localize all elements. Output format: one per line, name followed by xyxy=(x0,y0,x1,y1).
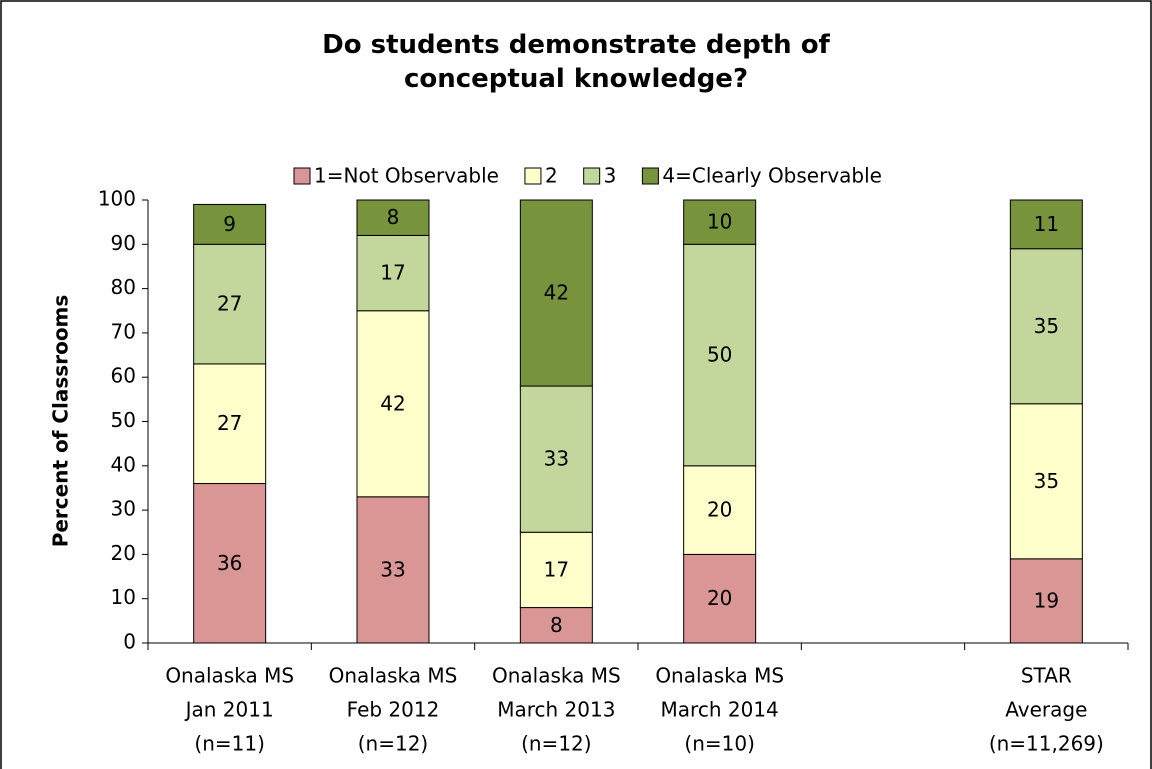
bar-segment xyxy=(356,234,430,312)
chart-title: Do students demonstrate depth of concept… xyxy=(322,30,830,94)
data-label: 17 xyxy=(544,557,569,581)
x-tick-label: March 2014 xyxy=(661,698,779,722)
x-tick-label: (n=11) xyxy=(194,732,265,756)
data-label: 20 xyxy=(707,586,732,610)
data-label: 17 xyxy=(380,261,405,285)
bar-segment xyxy=(683,243,757,467)
data-label: 35 xyxy=(1034,469,1059,493)
x-tick-label: March 2013 xyxy=(497,698,615,722)
bar-segment xyxy=(356,199,430,236)
data-label: 8 xyxy=(550,613,563,637)
y-tick-label: 80 xyxy=(111,275,136,299)
bar-segment xyxy=(1009,248,1083,405)
data-label: 10 xyxy=(707,210,732,234)
bar-segment xyxy=(193,363,267,485)
x-tick-label: Average xyxy=(1005,698,1087,722)
legend-swatch xyxy=(641,167,659,185)
x-tick-label: (n=12) xyxy=(521,732,592,756)
y-tick-label: 90 xyxy=(111,231,136,255)
x-tick-label: (n=10) xyxy=(684,732,755,756)
data-label: 27 xyxy=(217,292,242,316)
bar-segment xyxy=(1009,403,1083,560)
data-label: 36 xyxy=(217,551,242,575)
legend-swatch xyxy=(524,167,542,185)
data-label: 35 xyxy=(1034,314,1059,338)
data-label: 42 xyxy=(544,281,569,305)
bar-segment xyxy=(1009,558,1083,644)
legend-swatch xyxy=(293,167,311,185)
bar-segment xyxy=(519,199,593,387)
legend-label: 4=Clearly Observable xyxy=(662,164,882,188)
x-tick-label: STAR xyxy=(1021,664,1072,688)
data-label: 8 xyxy=(387,205,400,229)
bar-segment xyxy=(519,531,593,609)
x-tick-label: Onalaska MS xyxy=(655,664,784,688)
y-tick-label: 30 xyxy=(111,497,136,521)
data-label: 20 xyxy=(707,498,732,522)
bar-segment xyxy=(356,496,430,644)
bar-segment xyxy=(356,310,430,498)
y-tick-label: 50 xyxy=(111,408,136,432)
y-tick-label: 60 xyxy=(111,364,136,388)
y-tick-label: 100 xyxy=(98,187,136,211)
y-axis-label: Percent of Classrooms xyxy=(49,295,73,548)
x-tick-label: Jan 2011 xyxy=(184,698,274,722)
y-tick-label: 20 xyxy=(111,541,136,565)
x-tick-label: Onalaska MS xyxy=(329,664,458,688)
x-tick-label: Onalaska MS xyxy=(492,664,621,688)
y-tick-label: 70 xyxy=(111,319,136,343)
legend-label: 3 xyxy=(604,164,617,188)
y-tick-label: 40 xyxy=(111,452,136,476)
data-label: 50 xyxy=(707,343,732,367)
legend-label: 1=Not Observable xyxy=(314,164,499,188)
data-label: 19 xyxy=(1034,588,1059,612)
data-label: 33 xyxy=(380,557,405,581)
x-tick-label: (n=12) xyxy=(358,732,429,756)
x-tick-label: Feb 2012 xyxy=(347,698,440,722)
bar-segment xyxy=(519,607,593,644)
x-tick-label: Onalaska MS xyxy=(165,664,294,688)
bar-segment xyxy=(1009,199,1083,250)
y-tick-label: 10 xyxy=(111,585,136,609)
legend-swatch xyxy=(583,167,601,185)
data-label: 33 xyxy=(544,447,569,471)
y-tick-label: 0 xyxy=(123,630,136,654)
data-label: 9 xyxy=(223,212,236,236)
legend-label: 2 xyxy=(545,164,558,188)
data-label: 11 xyxy=(1034,212,1059,236)
bar-segment xyxy=(683,199,757,245)
bar-segment xyxy=(193,203,267,245)
bar-segment xyxy=(193,483,267,644)
data-label: 27 xyxy=(217,411,242,435)
x-tick-label: (n=11,269) xyxy=(989,732,1104,756)
data-label: 42 xyxy=(380,391,405,415)
bar-segment xyxy=(683,465,757,555)
